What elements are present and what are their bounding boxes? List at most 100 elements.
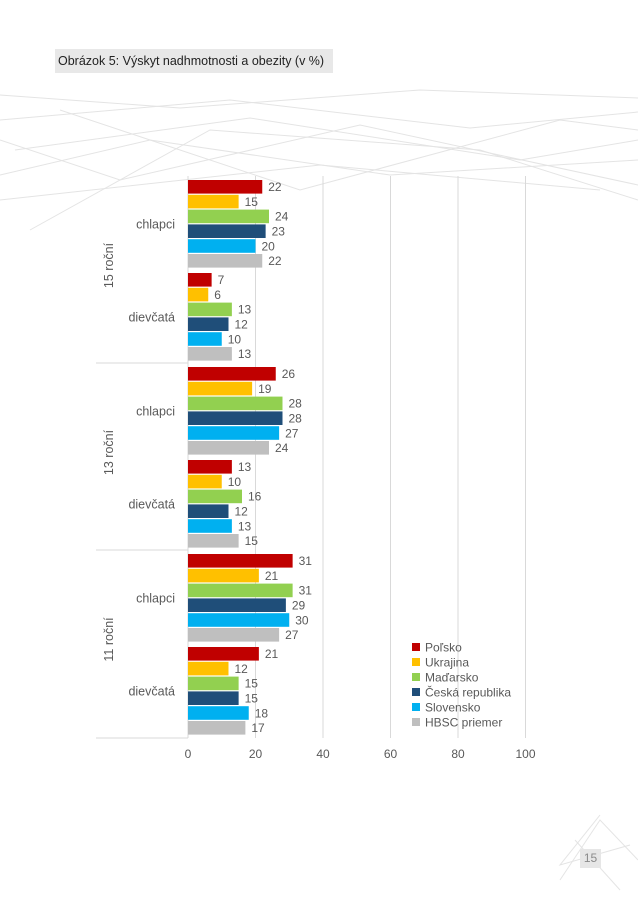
subgroup-label: chlapci (136, 404, 175, 418)
bar (188, 332, 222, 346)
bar (188, 396, 283, 411)
legend-label: Česká republika (425, 685, 511, 700)
legend-swatch (412, 673, 420, 681)
legend-label: Maďarsko (425, 671, 479, 685)
bar-value-label: 24 (275, 441, 289, 455)
bar-value-label: 31 (299, 584, 313, 598)
bar (188, 554, 293, 568)
bar-value-label: 13 (238, 303, 252, 317)
legend-swatch (412, 658, 420, 666)
bar-value-label: 22 (268, 180, 282, 194)
bar-value-label: 19 (258, 382, 272, 396)
bar (188, 504, 229, 518)
bar (188, 287, 209, 302)
x-tick-label: 60 (384, 747, 398, 761)
bar (188, 598, 286, 612)
bar (188, 209, 269, 224)
bar (188, 411, 283, 425)
bar (188, 302, 232, 317)
x-tick-label: 0 (185, 747, 192, 761)
bar (188, 661, 229, 676)
bar (188, 441, 269, 455)
bar-value-label: 28 (289, 412, 303, 426)
bar-value-label: 12 (235, 318, 249, 332)
bar-value-label: 15 (245, 677, 259, 691)
bar (188, 628, 280, 642)
legend-label: HBSC priemer (425, 716, 502, 730)
bar-value-label: 21 (265, 647, 279, 661)
x-tick-label: 80 (451, 747, 465, 761)
bar (188, 474, 222, 489)
legend-label: Slovensko (425, 701, 481, 715)
bar (188, 180, 263, 194)
bar (188, 426, 280, 440)
legend-swatch (412, 703, 420, 711)
bar-value-label: 26 (282, 367, 296, 381)
bar-value-label: 31 (299, 554, 313, 568)
bar (188, 460, 232, 474)
bar (188, 534, 239, 548)
group-label-age: 13 roční (102, 429, 116, 475)
bar-value-label: 21 (265, 569, 279, 583)
bar (188, 721, 246, 735)
bar (188, 706, 249, 720)
x-tick-label: 20 (249, 747, 263, 761)
group-label-age: 11 roční (102, 617, 116, 662)
bar (188, 317, 229, 331)
bar (188, 194, 239, 209)
subgroup-label: dievčatá (128, 684, 175, 698)
legend-label: Ukrajina (425, 656, 469, 670)
legend-swatch (412, 718, 420, 726)
bar-value-label: 15 (245, 534, 259, 548)
bar-value-label: 28 (289, 397, 303, 411)
bar-value-label: 20 (262, 239, 276, 253)
bar-value-label: 12 (235, 505, 249, 519)
bar (188, 583, 293, 598)
bar-value-label: 30 (295, 613, 309, 627)
legend-swatch (412, 688, 420, 696)
bar (188, 489, 242, 504)
bar (188, 381, 253, 396)
bar (188, 691, 239, 705)
subgroup-label: dievčatá (128, 497, 175, 511)
bar (188, 647, 259, 661)
bar-value-label: 24 (275, 210, 289, 224)
bar (188, 239, 256, 253)
bar-value-label: 12 (235, 662, 249, 676)
bar-value-label: 23 (272, 225, 286, 239)
x-tick-label: 40 (316, 747, 330, 761)
bar (188, 676, 239, 691)
subgroup-label: chlapci (136, 591, 175, 605)
bar-value-label: 16 (248, 490, 262, 504)
bar-value-label: 17 (251, 721, 265, 735)
bar-value-label: 13 (238, 347, 252, 361)
bar (188, 254, 263, 268)
bar-value-label: 10 (228, 332, 242, 346)
bar-value-label: 22 (268, 254, 282, 268)
group-label-age: 15 roční (102, 242, 116, 288)
bar-value-label: 27 (285, 426, 299, 440)
subgroup-label: chlapci (136, 217, 175, 231)
bar-value-label: 6 (214, 288, 221, 302)
bar-value-label: 15 (245, 195, 259, 209)
bar-value-label: 10 (228, 475, 242, 489)
bar (188, 273, 212, 287)
x-tick-label: 100 (515, 747, 535, 761)
bar (188, 519, 232, 533)
bar-value-label: 7 (218, 273, 225, 287)
bar-value-label: 29 (292, 599, 306, 613)
bar (188, 224, 266, 238)
subgroup-label: dievčatá (128, 310, 175, 324)
bar-value-label: 18 (255, 706, 269, 720)
bar-value-label: 27 (285, 628, 299, 642)
bar-value-label: 13 (238, 460, 252, 474)
page-number: 15 (580, 849, 601, 868)
bar (188, 347, 232, 361)
bar-value-label: 13 (238, 519, 252, 533)
bar (188, 367, 276, 381)
bar-value-label: 15 (245, 692, 259, 706)
bar (188, 568, 259, 583)
legend-swatch (412, 643, 420, 651)
